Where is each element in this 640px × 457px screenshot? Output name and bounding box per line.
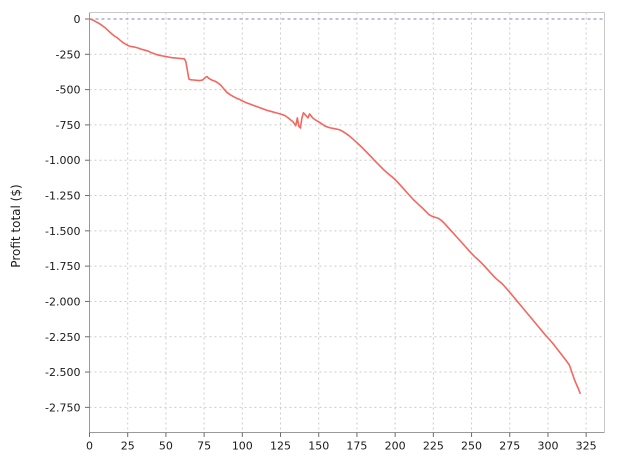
y-tick-label: -1.250	[45, 190, 80, 203]
y-tick-label: 0	[74, 13, 81, 26]
y-tick-label: -2.500	[45, 366, 80, 379]
series-line	[88, 18, 581, 395]
y-tick-label: -750	[56, 119, 81, 132]
y-tick-label: -2.000	[45, 295, 80, 308]
x-tick-label: 0	[86, 440, 93, 453]
x-tick-label: 25	[121, 440, 135, 453]
x-tick-label: 325	[576, 440, 597, 453]
x-tick-label: 250	[461, 440, 482, 453]
y-tick-label: -2.750	[45, 401, 80, 414]
axis-ticks	[85, 18, 587, 437]
x-tick-label: 100	[232, 440, 253, 453]
x-tick-label: 75	[197, 440, 211, 453]
y-tick-label: -1.000	[45, 154, 80, 167]
x-tick-label: 175	[346, 440, 367, 453]
data-series	[88, 18, 581, 395]
y-axis-title: Profit total ($)	[9, 184, 23, 267]
y-axis-tick-labels: 0 -250 -500 -750 -1.000 -1.250 -1.500 -1.750 -2.…	[45, 13, 80, 414]
gridlines	[89, 12, 605, 433]
y-tick-label: -1.500	[45, 225, 80, 238]
x-tick-label: 225	[423, 440, 444, 453]
x-tick-label: 300	[537, 440, 558, 453]
y-tick-label: -2.250	[45, 331, 80, 344]
y-tick-label: -500	[56, 84, 81, 97]
x-tick-label: 200	[385, 440, 406, 453]
y-tick-label: -250	[56, 48, 81, 61]
y-tick-label: -1.750	[45, 260, 80, 273]
x-tick-label: 50	[159, 440, 173, 453]
x-tick-label: 275	[499, 440, 520, 453]
x-axis-tick-labels: 0 25 50 75 100 125 150 175 200 225 250 275 300 325	[86, 440, 597, 453]
plot-frame	[89, 12, 605, 433]
x-tick-label: 150	[308, 440, 329, 453]
x-tick-label: 125	[270, 440, 291, 453]
